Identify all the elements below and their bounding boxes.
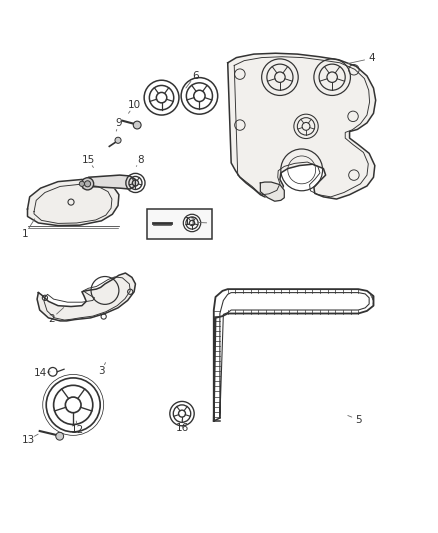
Polygon shape	[83, 175, 135, 189]
Text: 14: 14	[34, 368, 47, 378]
Polygon shape	[28, 180, 119, 225]
Text: 6: 6	[192, 71, 198, 81]
Text: 16: 16	[175, 423, 189, 433]
Text: 15: 15	[82, 155, 95, 165]
Polygon shape	[260, 182, 284, 201]
Text: 9: 9	[116, 118, 122, 128]
Polygon shape	[228, 53, 376, 199]
Text: 1: 1	[22, 229, 28, 239]
Circle shape	[85, 181, 91, 187]
Text: 2: 2	[48, 314, 55, 324]
Text: 8: 8	[138, 155, 144, 165]
Circle shape	[79, 181, 85, 187]
Circle shape	[81, 177, 94, 190]
Text: 4: 4	[368, 53, 374, 63]
Text: 3: 3	[98, 366, 105, 376]
Circle shape	[133, 121, 141, 129]
Text: 13: 13	[22, 435, 35, 445]
Polygon shape	[37, 273, 135, 321]
Bar	[147, 209, 212, 239]
Text: 11: 11	[184, 217, 198, 227]
Circle shape	[115, 137, 121, 143]
Circle shape	[56, 432, 64, 440]
Text: 10: 10	[127, 100, 141, 110]
Text: 5: 5	[355, 415, 362, 425]
Text: 12: 12	[71, 425, 84, 435]
